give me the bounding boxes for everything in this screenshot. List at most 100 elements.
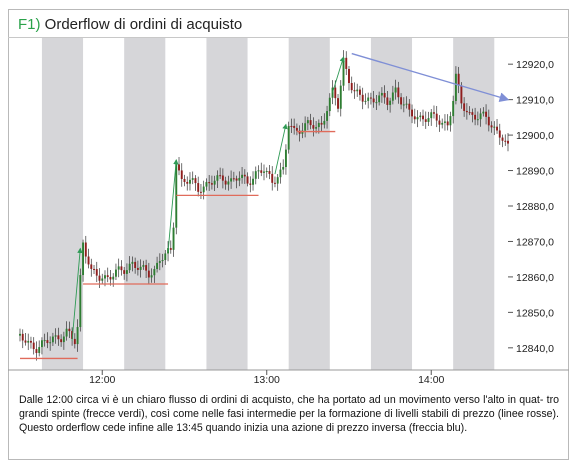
x-tick-label: 13:00	[254, 374, 280, 384]
candle-body	[504, 140, 507, 142]
candle-body	[328, 97, 331, 112]
candle-body	[134, 261, 137, 268]
candle-body	[348, 68, 350, 84]
candle-body	[205, 182, 208, 187]
buy-push-arrow	[71, 247, 83, 341]
candle-body	[109, 276, 112, 280]
candle-body	[375, 102, 378, 104]
candle-body	[389, 100, 392, 105]
candle-body	[191, 178, 194, 180]
candle-body	[485, 111, 488, 117]
candle-body	[386, 97, 389, 105]
candle-body	[282, 167, 285, 170]
candle-body	[279, 169, 282, 178]
candle-body	[123, 270, 126, 274]
y-tick-label: 12920,0	[516, 59, 554, 71]
candle-body	[482, 111, 485, 114]
candle-body	[150, 275, 153, 278]
candle-body	[104, 275, 106, 279]
candle-body	[358, 89, 361, 95]
candle-body	[183, 178, 186, 182]
candle-body	[378, 95, 381, 103]
y-tick-label: 12870,0	[516, 236, 554, 248]
candle-body	[405, 103, 408, 105]
candle-body	[216, 175, 219, 181]
candle-body	[101, 278, 104, 281]
candle-body	[400, 97, 403, 105]
candle-body	[95, 269, 98, 276]
candle-body	[468, 112, 471, 114]
candle-body	[65, 328, 68, 337]
candle-body	[219, 175, 222, 177]
candle-body	[197, 183, 200, 192]
x-tick-label: 14:00	[418, 374, 444, 384]
candle-body	[465, 110, 468, 113]
candle-body	[232, 178, 235, 180]
candle-body	[507, 140, 509, 144]
candle-body	[257, 170, 260, 172]
candle-body	[433, 112, 435, 114]
candle-body	[202, 186, 205, 193]
candle-body	[422, 115, 424, 120]
candle-body	[235, 178, 238, 181]
candle-body	[147, 270, 150, 278]
candle-body	[441, 122, 444, 125]
candle-body	[435, 113, 438, 121]
figure-title-text: Orderflow di ordini di acquisto	[44, 16, 243, 33]
candle-body	[411, 109, 414, 117]
reversal-arrow	[351, 52, 510, 102]
candle-body	[139, 266, 142, 270]
candle-body	[87, 256, 90, 265]
y-tick-label: 12910,0	[516, 95, 554, 107]
candle-body	[274, 182, 276, 184]
y-tick-label: 12900,0	[516, 130, 554, 142]
candle-body	[38, 347, 41, 353]
candle-body	[304, 123, 307, 131]
candle-body	[199, 191, 202, 193]
candle-body	[172, 227, 175, 250]
candle-body	[189, 179, 191, 184]
candle-body	[51, 336, 54, 343]
candle-body	[76, 327, 79, 345]
candle-body	[498, 130, 501, 138]
candle-body	[156, 262, 159, 270]
candle-body	[402, 104, 405, 106]
candle-body	[49, 342, 52, 344]
candle-body	[331, 87, 334, 98]
buy-push-arrow	[274, 123, 288, 175]
candle-body	[476, 119, 479, 121]
candle-body	[416, 117, 419, 120]
candle-body	[252, 178, 254, 185]
time-band	[41, 38, 84, 370]
candle-body	[501, 137, 504, 141]
candle-body	[430, 112, 433, 119]
y-tick-label: 12890,0	[516, 166, 554, 178]
candle-body	[24, 340, 27, 343]
candle-body	[337, 98, 339, 109]
candle-body	[68, 328, 71, 332]
candle-body	[213, 180, 216, 185]
candle-body	[490, 125, 493, 128]
candle-body	[27, 340, 30, 343]
candle-body	[46, 340, 49, 344]
candle-body	[54, 335, 57, 337]
time-band	[370, 38, 413, 370]
y-tick-label: 12840,0	[516, 343, 554, 355]
candle-body	[21, 333, 24, 341]
candle-body	[361, 94, 364, 102]
candle-body	[210, 183, 213, 185]
candle-body	[380, 92, 383, 96]
candle-body	[90, 264, 93, 269]
candle-body	[43, 340, 46, 342]
candle-body	[438, 120, 441, 125]
candle-body	[471, 112, 474, 115]
candle-body	[391, 92, 394, 101]
candlestick-chart: 12840,0 12850,0 12860,0 12870,0 12880,0 12890…	[8, 38, 569, 384]
time-band	[206, 38, 248, 370]
candle-body	[443, 121, 446, 123]
time-band	[453, 38, 495, 370]
candle-body	[317, 122, 320, 128]
candle-body	[112, 276, 115, 280]
candle-body	[158, 261, 161, 263]
candle-body	[287, 125, 290, 150]
